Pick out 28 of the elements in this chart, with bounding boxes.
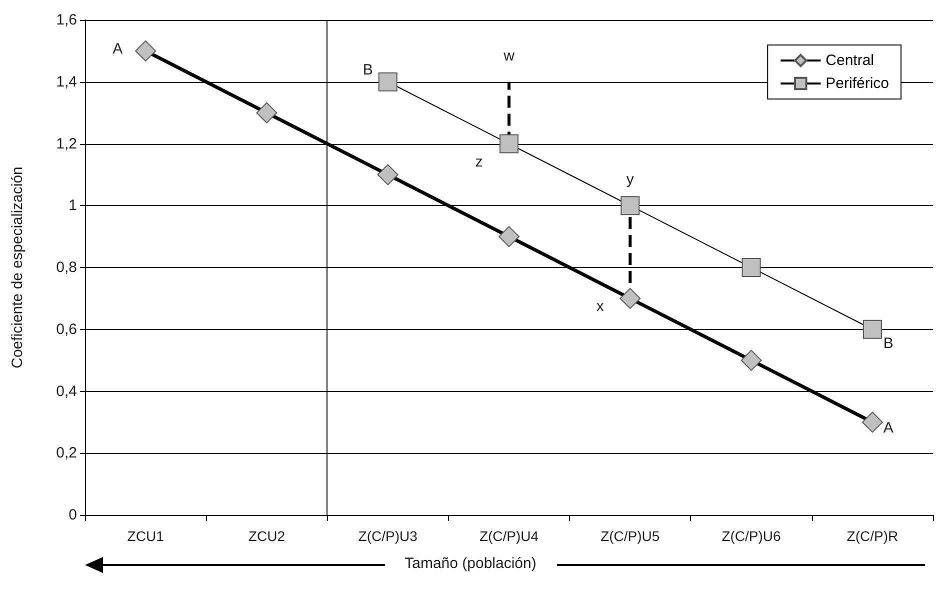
y-tick-label: 0,2 bbox=[56, 444, 77, 462]
annotation: x bbox=[596, 298, 604, 315]
x-tick-label: ZCU1 bbox=[127, 528, 164, 544]
annotation: B bbox=[362, 61, 373, 78]
annotation: y bbox=[626, 171, 634, 188]
y-tick-label: 1,6 bbox=[56, 12, 77, 28]
x-axis-title: Tamaño (población) bbox=[404, 555, 538, 572]
y-tick-label: 1 bbox=[68, 197, 77, 214]
x-tick-label: ZCU2 bbox=[248, 528, 286, 544]
y-axis-title: Coeficiente de especialización bbox=[9, 166, 26, 368]
x-tick-label: Z(C/P)U6 bbox=[722, 528, 782, 544]
y-tick-label: 1,4 bbox=[56, 73, 77, 90]
annotation: A bbox=[883, 420, 894, 437]
y-tick-label: 1,2 bbox=[56, 135, 77, 152]
annotation: A bbox=[112, 40, 123, 58]
annotation: B bbox=[883, 334, 894, 352]
annotation: w bbox=[502, 47, 515, 64]
y-tick-label: 0,8 bbox=[56, 259, 77, 276]
legend-label: Periférico bbox=[826, 75, 890, 92]
x-tick-label: Z(C/P)R bbox=[846, 528, 898, 544]
y-tick-label: 0,4 bbox=[56, 382, 77, 400]
y-tick-label: 0 bbox=[68, 506, 77, 524]
x-tick-label: Z(C/P)U5 bbox=[600, 528, 660, 544]
annotation: z bbox=[475, 153, 483, 170]
x-tick-label: Z(C/P)U4 bbox=[479, 528, 539, 544]
y-tick-label: 0,6 bbox=[56, 320, 77, 338]
x-tick-label: Z(C/P)U3 bbox=[358, 528, 418, 544]
legend-label: Central bbox=[826, 52, 874, 69]
